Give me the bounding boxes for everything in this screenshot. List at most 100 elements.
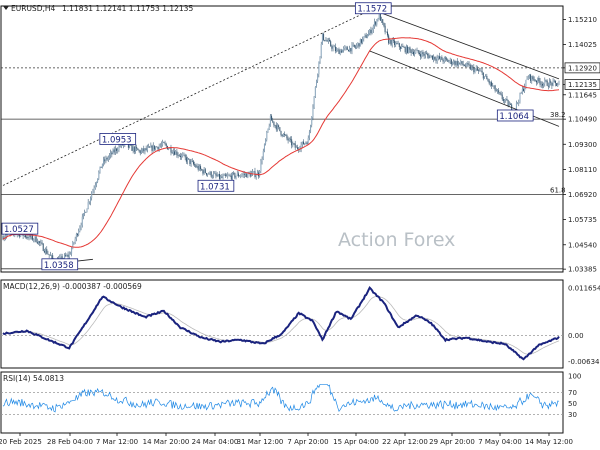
candle-body [319,56,321,62]
candle-body [372,25,374,30]
candle-body [143,148,145,152]
symbol-label: EURUSD,H4 [11,4,55,13]
candle-body [403,46,405,48]
candle-body [365,34,367,38]
symbol-dropdown-icon[interactable] [3,6,9,10]
candle-body [300,144,302,150]
time-tick-label: 7 Apr 20:00 [287,438,328,446]
candle-body [249,173,251,177]
candle-body [430,55,432,57]
candle-body [269,115,271,127]
candle-body [435,59,437,61]
candle-body [113,149,115,153]
candle-body [69,253,71,255]
price-tag-box [564,79,600,90]
candle-body [215,173,217,176]
candle-body [107,157,109,160]
candle-body [518,102,520,103]
candle-body [162,142,164,145]
candle-body [482,72,484,79]
candle-body [237,173,239,177]
panel-frames [0,5,564,434]
candle-body [80,225,82,228]
candle-body [281,134,283,137]
candle-body [530,74,532,81]
candle-body [276,125,278,130]
panel-frame [0,279,564,369]
rsi-tick-label: 30 [568,411,577,419]
candle-body [416,50,418,51]
candle-body [331,45,333,49]
channel-upper-line [369,8,560,80]
candle-body [474,69,476,73]
candle-body [452,63,454,65]
time-tick-label: 20 Feb 2025 [0,438,42,446]
candle-body [74,238,76,243]
candle-body [344,47,346,49]
candle-body [507,100,509,107]
candle-body [533,79,535,81]
candle-body [271,115,273,121]
candle-body [536,80,538,83]
candle-body [491,82,493,86]
candle-body [385,31,387,33]
candle-body [546,80,548,86]
candle-body [381,19,383,21]
candle-body [286,135,288,139]
candle-body [227,175,229,177]
candle-body [293,143,295,145]
candle-body [401,46,403,49]
price-tick-label: 1.05735 [568,216,597,224]
candle-body [188,158,190,160]
candle-body [133,146,135,152]
candle-body [467,63,469,65]
horizontal-levels: 38.2 61.8 [1,67,566,270]
candle-body [334,46,336,52]
fib-level-label: 38.2 [550,111,566,119]
candle-body [129,144,131,148]
candle-body [362,38,364,43]
candle-body [60,256,62,258]
rsi-panel: 100 70 50 30 [1,373,581,419]
candle-body [202,170,204,174]
candle-body [358,43,360,47]
candle-body [90,197,92,202]
candle-body [72,242,74,249]
candle-body [82,213,84,217]
macd-panel: 0.011654 0.00 -0.006345 [1,284,600,366]
candle-body [356,45,358,48]
swing-label-text: 1.1064 [499,112,529,122]
candle-body [195,165,197,168]
candle-body [440,56,442,59]
candle-body [501,94,503,100]
candle-body [197,165,199,170]
candle-body [324,39,326,41]
candle-body [42,243,44,251]
candle-body [462,64,464,65]
candle-body [486,75,488,80]
candle-body [492,85,494,87]
candle-body [346,47,348,50]
candle-body [556,83,558,86]
candle-body [375,21,377,25]
swing-label-text: 1.0953 [102,135,132,145]
candle-body [40,242,42,244]
candle-body [73,242,75,244]
candle-body [265,139,267,144]
candle-body [88,201,90,203]
candle-body [315,80,317,88]
candle-body [4,236,6,238]
candle-body [233,173,235,174]
rsi-tick-label: 100 [568,373,581,381]
candle-body [382,19,384,23]
fib-level-label: 61.8 [550,187,566,195]
candle-body [460,61,462,64]
macd-tick-label: 0.00 [568,332,584,340]
candle-body [426,53,428,55]
candle-body [333,46,335,48]
panel-frame [0,5,564,273]
candle-body [190,160,192,165]
candle-body [338,49,340,54]
candle-body [557,84,559,86]
candle-body [370,29,372,34]
